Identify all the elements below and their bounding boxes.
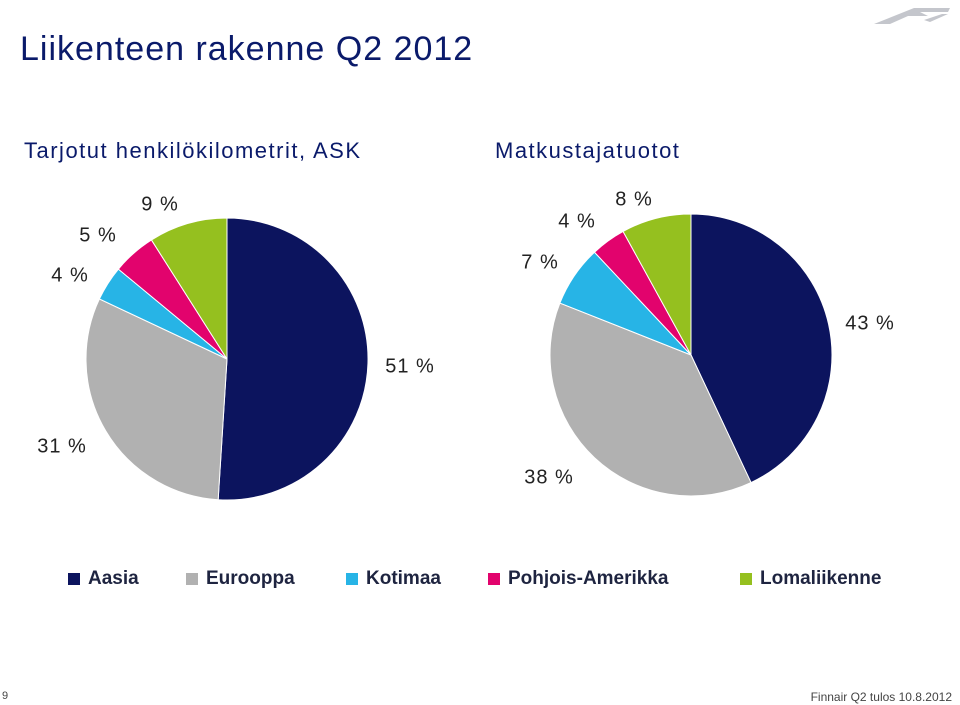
pie-0-label-kotimaa: 4 %: [51, 264, 88, 286]
legend-label-pohjois-amerikka: Pohjois-Amerikka: [508, 568, 669, 589]
pie-1-slice-aasia: [690, 213, 833, 484]
pie-1-label-eurooppa: 38 %: [524, 466, 574, 488]
legend-label-eurooppa: Eurooppa: [206, 568, 295, 589]
pie-0-label-lomaliikenne: 9 %: [141, 193, 178, 215]
finnair-logo-icon: [874, 8, 950, 24]
pie-1-label-kotimaa: 7 %: [521, 251, 558, 273]
pie-0-label-eurooppa: 31 %: [37, 435, 87, 457]
legend-swatch-lomaliikenne: [740, 573, 752, 585]
pie-1-label-pohjois-amerikka: 4 %: [558, 210, 595, 232]
legend: Aasia Eurooppa Kotimaa Pohjois-Amerikka Loma…: [68, 566, 918, 592]
pie-1-label-lomaliikenne: 8 %: [615, 188, 652, 210]
legend-item-aasia: Aasia: [68, 566, 139, 592]
page-number: 9: [2, 690, 9, 702]
chart-title-revenue: Matkustajatuotot: [495, 138, 681, 163]
legend-item-eurooppa: Eurooppa: [186, 566, 295, 592]
pie-0-slice-lomaliikenne: [150, 217, 228, 361]
pie-1-slice-eurooppa: [549, 302, 752, 497]
legend-label-aasia: Aasia: [88, 568, 139, 589]
legend-item-lomaliikenne: Lomaliikenne: [740, 566, 881, 592]
footer-text: Finnair Q2 tulos 10.8.2012: [810, 690, 952, 704]
pie-1-slice-lomaliikenne: [622, 213, 692, 356]
page-title: Liikenteen rakenne Q2 2012: [20, 30, 474, 68]
pie-0-label-aasia: 51 %: [385, 355, 435, 377]
legend-swatch-pohjois-amerikka: [488, 573, 500, 585]
legend-swatch-kotimaa: [346, 573, 358, 585]
legend-item-kotimaa: Kotimaa: [346, 566, 441, 592]
legend-item-pohjois-amerikka: Pohjois-Amerikka: [488, 566, 669, 592]
legend-label-kotimaa: Kotimaa: [366, 568, 441, 589]
pie-0-slice-eurooppa: [85, 298, 228, 501]
legend-label-lomaliikenne: Lomaliikenne: [760, 568, 882, 589]
pie-1-label-aasia: 43 %: [845, 312, 895, 334]
pie-0-slice-aasia: [217, 217, 369, 501]
legend-swatch-eurooppa: [186, 573, 198, 585]
pie-0-label-pohjois-amerikka: 5 %: [79, 224, 116, 246]
legend-swatch-aasia: [68, 573, 80, 585]
chart-title-ask: Tarjotut henkilökilometrit, ASK: [24, 138, 362, 163]
